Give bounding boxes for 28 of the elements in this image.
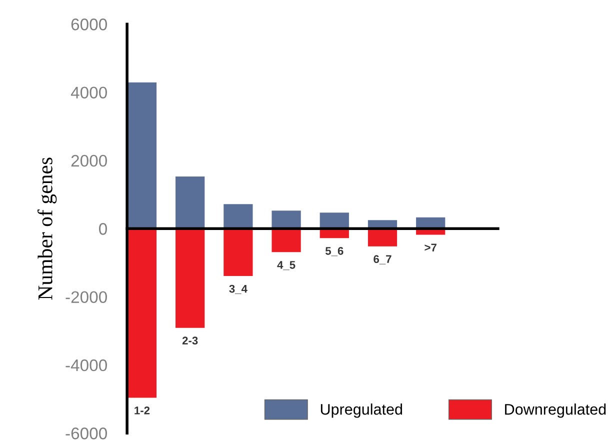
bar — [415, 216, 446, 229]
y-tick-label: 2000 — [71, 154, 107, 167]
y-tick-label: 0 — [99, 223, 107, 235]
bar — [367, 228, 398, 248]
bar — [271, 210, 302, 229]
legend-label: Upregulated — [320, 404, 402, 418]
bar — [127, 228, 158, 398]
x-tick-label: 6_7 — [374, 255, 392, 264]
x-tick-label: 1-2 — [134, 406, 150, 414]
bar — [127, 82, 158, 229]
x-tick-label: 5_6 — [325, 247, 344, 256]
y-tick-label: -6000 — [66, 428, 107, 440]
x-tick-label: 4_5 — [277, 261, 296, 270]
bar — [319, 212, 350, 229]
y-tick-label: -4000 — [66, 359, 107, 372]
x-tick-label: >7 — [424, 244, 436, 252]
bar — [222, 203, 254, 229]
bar — [174, 176, 206, 229]
y-tick-label: 4000 — [70, 86, 107, 99]
bar — [222, 228, 254, 277]
x-tick-label: 3_4 — [229, 284, 248, 294]
x-tick-label: 2-3 — [182, 336, 198, 345]
y-axis-title: Number of genes — [38, 158, 57, 300]
bar — [174, 228, 206, 329]
legend-label: Downregulated — [505, 404, 606, 418]
y-tick-label: 6000 — [71, 18, 107, 30]
bar — [271, 228, 302, 253]
y-tick-label: -2000 — [66, 291, 107, 304]
